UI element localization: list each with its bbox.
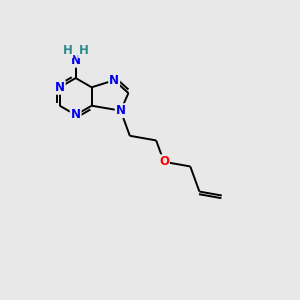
Text: N: N	[71, 108, 81, 122]
Text: N: N	[71, 54, 81, 67]
Text: H: H	[62, 44, 72, 57]
Text: N: N	[55, 81, 65, 94]
Text: H: H	[79, 44, 89, 57]
Text: N: N	[109, 74, 119, 87]
Text: N: N	[116, 104, 126, 117]
Text: O: O	[159, 155, 169, 168]
